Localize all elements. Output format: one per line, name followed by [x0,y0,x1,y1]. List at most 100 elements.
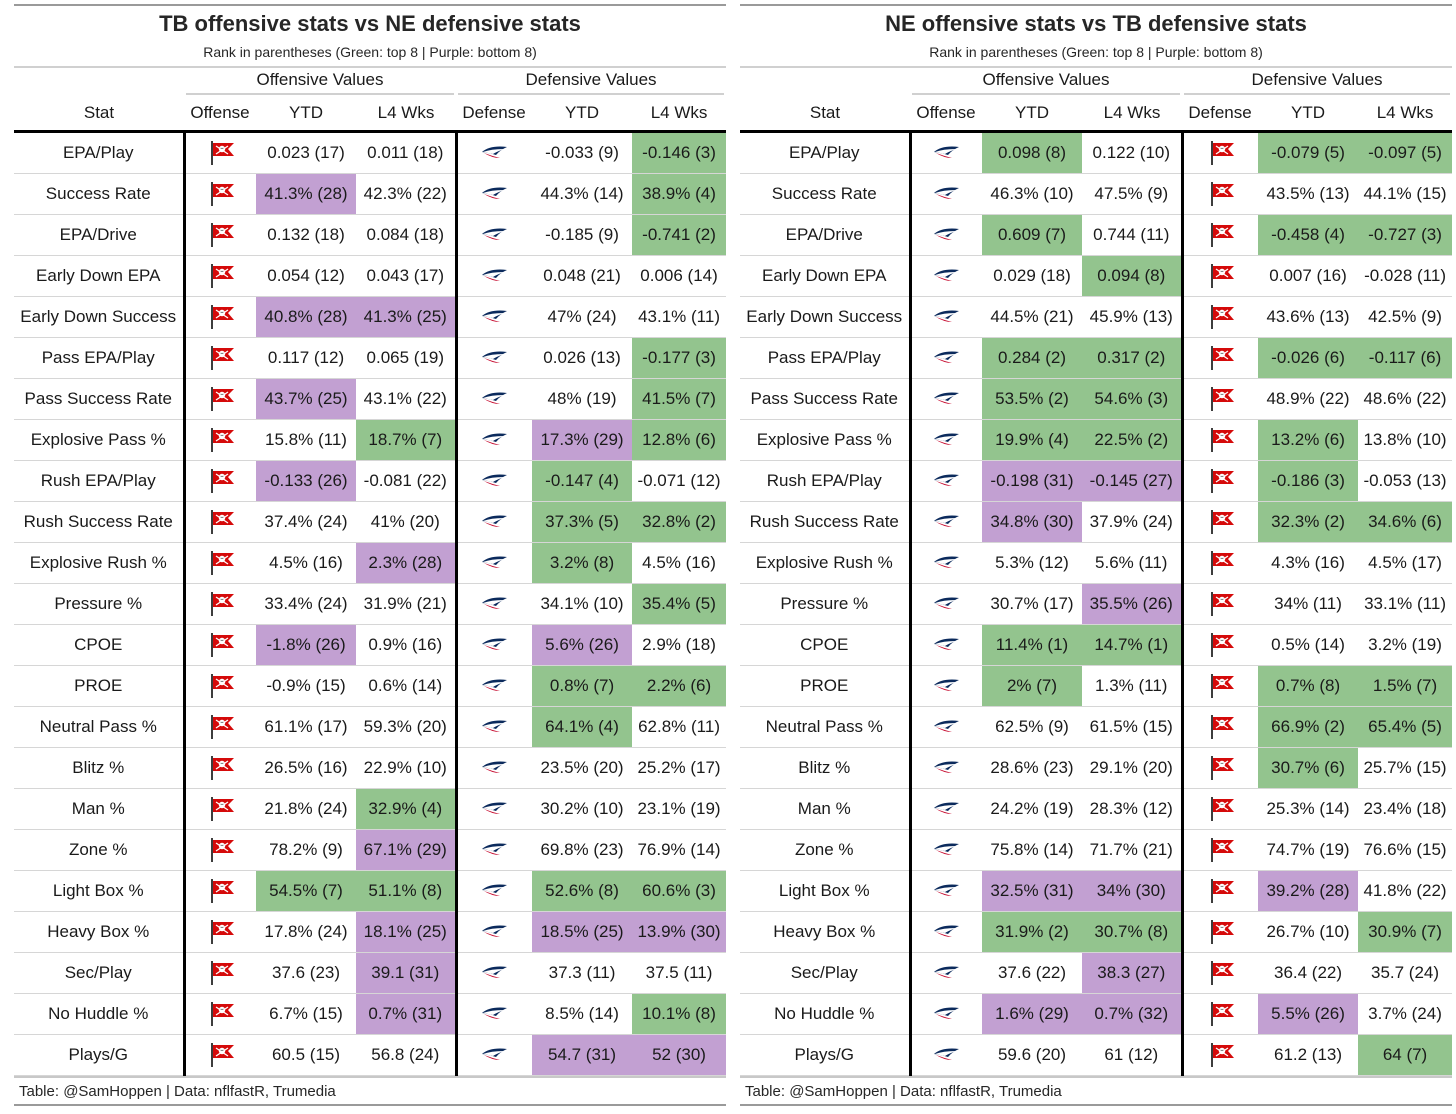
defense-l4-value: -0.071 (12) [632,460,727,502]
offense-ytd-value: 43.7% (25) [256,378,356,420]
stat-name: No Huddle % [740,993,910,1035]
defense-l4-value: 62.8% (11) [632,706,727,748]
patriots-logo-icon [480,594,510,613]
stat-name: Explosive Rush % [14,542,184,584]
patriots-logo-icon [480,266,510,285]
buccaneers-flag-icon [206,715,236,739]
patriots-logo-icon [932,266,962,285]
offense-team-logo [908,583,982,625]
defense-team-logo [454,706,533,748]
col-header-defense-ytd: YTD [532,96,633,133]
offense-l4-value: 37.9% (24) [1082,501,1183,543]
stat-name: Rush Success Rate [740,501,910,543]
offense-l4-value: 0.744 (11) [1082,214,1183,256]
defense-ytd-value: 0.007 (16) [1258,255,1359,297]
stat-name: PROE [740,665,910,707]
stat-name: Blitz % [740,747,910,789]
buccaneers-flag-icon [206,920,236,944]
defense-ytd-value: 0.026 (13) [532,337,633,379]
offense-l4-value: 42.3% (22) [356,173,457,215]
buccaneers-flag-icon [206,469,236,493]
offense-team-logo [908,788,982,830]
defense-ytd-value: 5.5% (26) [1258,993,1359,1035]
offense-l4-value: -0.081 (22) [356,460,457,502]
col-header-offense: Offense [184,96,256,133]
defense-team-logo [1180,501,1259,543]
defense-ytd-value: -0.458 (4) [1258,214,1359,256]
defense-team-logo [454,214,533,256]
patriots-logo-icon [932,676,962,695]
offense-l4-value: 41% (20) [356,501,457,543]
stat-name: Explosive Rush % [740,542,910,584]
offense-l4-value: 54.6% (3) [1082,378,1183,420]
defense-l4-value: 0.006 (14) [632,255,727,297]
stat-name: CPOE [14,624,184,666]
patriots-logo-icon [932,963,962,982]
defense-ytd-value: 0.5% (14) [1258,624,1359,666]
defense-team-logo [454,665,533,707]
col-header-defense-l4: L4 Wks [632,96,727,133]
defense-l4-value: 1.5% (7) [1358,665,1453,707]
offense-team-logo [908,911,982,953]
patriots-logo-icon [480,512,510,531]
offense-team-logo [908,255,982,297]
buccaneers-flag-icon [206,141,236,165]
defense-ytd-value: 36.4 (22) [1258,952,1359,994]
patriots-logo-icon [480,717,510,736]
col-header-offense: Offense [910,96,982,133]
offense-ytd-value: 37.6 (23) [256,952,356,994]
patriots-logo-icon [480,143,510,162]
patriots-logo-icon [480,676,510,695]
defense-l4-value: 42.5% (9) [1358,296,1453,338]
defense-ytd-value: 69.8% (23) [532,829,633,871]
offense-ytd-value: 1.6% (29) [982,993,1082,1035]
defense-team-logo [454,255,533,297]
offense-team-logo [182,665,256,707]
defense-team-logo [1180,870,1259,912]
col-header-offense-ytd: YTD [982,96,1082,133]
offense-team-logo [908,131,982,174]
stat-name: EPA/Play [740,131,910,174]
defense-ytd-value: 30.7% (6) [1258,747,1359,789]
defense-team-logo [454,1034,533,1076]
defense-ytd-value: 18.5% (25) [532,911,633,953]
patriots-logo-icon [932,471,962,490]
offense-l4-value: 41.3% (25) [356,296,457,338]
offense-l4-value: 5.6% (11) [1082,542,1183,584]
offense-l4-value: 39.1 (31) [356,952,457,994]
defense-team-logo [1180,952,1259,994]
offense-team-logo [908,542,982,584]
defense-team-logo [1180,460,1259,502]
buccaneers-flag-icon [1206,223,1236,247]
patriots-logo-icon [480,225,510,244]
defense-ytd-value: 48% (19) [532,378,633,420]
table-row: Light Box % 32.5% (31) 34% (30) 39.2% (28) 4… [740,870,1453,912]
stat-name: Rush EPA/Play [740,460,910,502]
defense-l4-value: 64 (7) [1358,1034,1453,1076]
defense-ytd-value: 52.6% (8) [532,870,633,912]
defense-l4-value: -0.028 (11) [1358,255,1453,297]
buccaneers-flag-icon [206,305,236,329]
patriots-logo-icon [932,594,962,613]
defense-ytd-value: 43.5% (13) [1258,173,1359,215]
patriots-logo-icon [480,553,510,572]
defense-team-logo [1180,829,1259,871]
offense-ytd-value: 19.9% (4) [982,419,1082,461]
table-row: Rush Success Rate 34.8% (30) 37.9% (24) 32.… [740,501,1453,543]
offense-l4-value: 61 (12) [1082,1034,1183,1076]
defense-l4-value: 30.9% (7) [1358,911,1453,953]
defense-ytd-value: -0.033 (9) [532,131,633,174]
offense-l4-value: -0.145 (27) [1082,460,1183,502]
offense-l4-value: 61.5% (15) [1082,706,1183,748]
defense-ytd-value: 47% (24) [532,296,633,338]
offense-ytd-value: 75.8% (14) [982,829,1082,871]
table-source-footer: Table: @SamHoppen | Data: nflfastR, Trum… [14,1076,726,1106]
defense-team-logo [454,378,533,420]
defense-team-logo [1180,337,1259,379]
table-row: Explosive Pass % 19.9% (4) 22.5% (2) 13.2% … [740,419,1453,461]
defense-ytd-value: 4.3% (16) [1258,542,1359,584]
stat-name: Zone % [740,829,910,871]
defense-team-logo [454,460,533,502]
col-header-defense: Defense [1182,96,1259,133]
defense-ytd-value: 26.7% (10) [1258,911,1359,953]
